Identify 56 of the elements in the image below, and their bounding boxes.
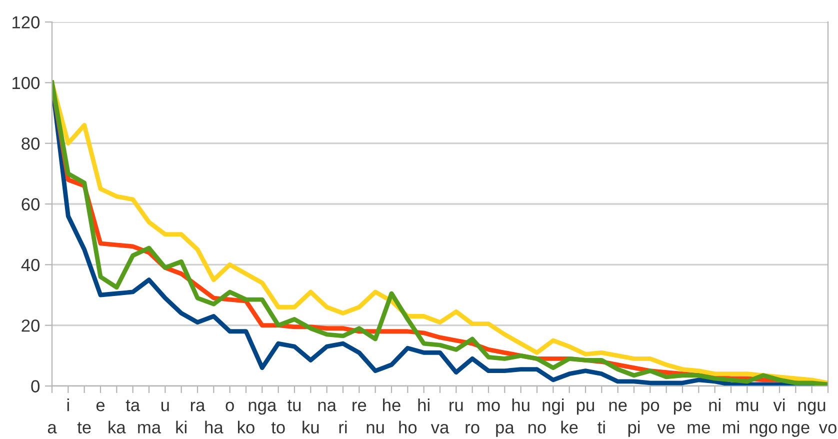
x-tick-label: pe: [674, 402, 692, 415]
x-tick-label: re: [352, 402, 366, 412]
y-tick-label: 120: [12, 16, 40, 28]
x-tick-label: ko: [238, 420, 254, 434]
x-tick-label: a: [48, 424, 57, 434]
x-tick-label: mi: [722, 420, 739, 434]
x-tick-label: hu: [512, 398, 530, 412]
x-tick-label: ku: [302, 420, 319, 434]
x-tick-label: ne: [609, 402, 627, 412]
x-tick-label: nge: [782, 424, 810, 437]
y-tick-label: 0: [31, 380, 40, 392]
x-tick-label: me: [688, 424, 710, 434]
x-tick-label: ngo: [750, 424, 778, 437]
x-tick-label: ho: [399, 420, 417, 434]
y-tick-label: 80: [22, 138, 40, 150]
x-tick-label: mo: [478, 402, 500, 412]
x-tick-label: e: [96, 402, 105, 412]
x-tick-label: vo: [818, 424, 836, 434]
x-tick-label: pi: [628, 420, 640, 437]
y-tick-label: 100: [12, 76, 40, 90]
y-tick-label: 60: [22, 198, 40, 210]
x-tick-label: ro: [466, 424, 480, 434]
x-tick-label: va: [430, 424, 450, 434]
y-tick-label: 40: [21, 258, 40, 272]
x-tick-label: he: [383, 398, 400, 412]
x-tick-label: ti: [598, 420, 605, 434]
x-tick-label: u: [161, 402, 169, 412]
x-tick-label: to: [271, 422, 285, 434]
x-tick-label: ka: [108, 420, 126, 434]
x-tick-label: vi: [773, 398, 785, 412]
x-tick-label: po: [642, 402, 660, 415]
x-tick-label: ra: [190, 402, 206, 412]
x-tick-label: pa: [496, 424, 514, 437]
x-tick-label: nga: [248, 402, 277, 415]
x-tick-label: mu: [736, 402, 758, 412]
x-tick-label: ma: [138, 424, 162, 434]
y-tick-label: 20: [22, 320, 40, 332]
x-tick-label: ve: [657, 424, 675, 434]
x-tick-label: ni: [709, 398, 720, 412]
x-tick-label: ru: [450, 402, 463, 412]
x-tick-label: na: [318, 402, 336, 412]
x-tick-label: ngu: [798, 402, 826, 415]
x-tick-label: o: [226, 402, 234, 412]
x-tick-label: nu: [366, 424, 384, 434]
x-tick-label: i: [67, 398, 69, 412]
x-tick-label: ngi: [542, 398, 564, 415]
x-tick-label: te: [77, 422, 91, 434]
x-tick-label: ha: [205, 420, 224, 434]
x-tick-label: tu: [288, 400, 301, 412]
x-tick-label: hi: [418, 398, 430, 412]
x-tick-label: ke: [561, 420, 578, 434]
x-tick-label: pu: [576, 402, 594, 415]
x-tick-label: ri: [339, 420, 347, 434]
x-tick-label: no: [528, 424, 546, 434]
x-tick-label: ta: [126, 400, 140, 412]
x-tick-label: ki: [176, 420, 186, 434]
